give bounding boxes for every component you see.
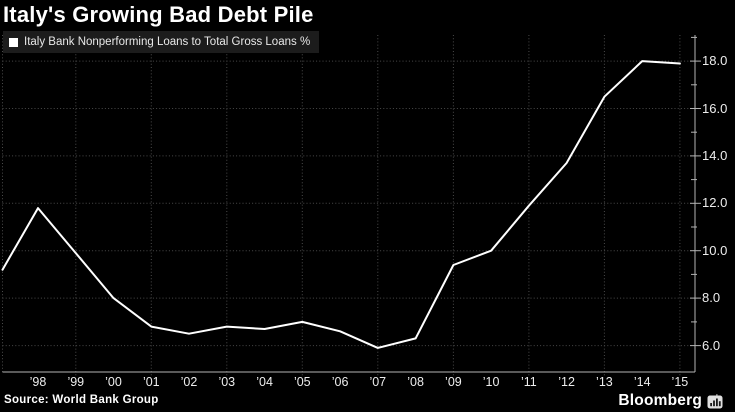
y-tick-label: 12.0 <box>702 195 728 211</box>
x-tick-label: ’01 <box>142 375 160 389</box>
chart-title: Italy's Growing Bad Debt Pile <box>3 2 314 27</box>
x-tick-label: ’03 <box>218 375 236 389</box>
bloomberg-wordmark: Bloomberg <box>618 392 702 409</box>
x-tick-label: ’12 <box>558 375 575 389</box>
x-tick-label: ’00 <box>105 375 122 389</box>
y-tick-label: 10.0 <box>702 242 728 258</box>
x-tick-label: ’11 <box>521 375 537 389</box>
x-tick-label: ’14 <box>633 375 651 389</box>
legend: Italy Bank Nonperforming Loans to Total … <box>3 31 320 53</box>
x-tick-label: ’08 <box>407 375 424 389</box>
npl-data-line <box>1 60 681 349</box>
y-tick-label: 8.0 <box>702 290 721 306</box>
x-tick-label: ’04 <box>256 375 273 389</box>
x-tick-label: ’99 <box>67 375 85 389</box>
brand-footer: Bloomberg <box>618 392 723 410</box>
y-tick-label: 14.0 <box>702 147 728 163</box>
x-tick-label: ’15 <box>671 375 689 389</box>
x-tick-label: ’07 <box>369 375 387 389</box>
legend-square-marker-icon <box>9 37 18 47</box>
x-tick-label: ’06 <box>331 375 349 389</box>
x-tick-label: ’05 <box>293 375 311 389</box>
source-attribution: Source: World Bank Group <box>4 394 159 406</box>
y-tick-label: 18.0 <box>702 53 728 69</box>
x-tick-label: ’09 <box>445 375 462 389</box>
x-tick-label: ’10 <box>482 375 500 389</box>
y-tick-label: 16.0 <box>702 100 728 116</box>
x-tick-label: ’02 <box>180 375 198 389</box>
y-tick-label: 6.0 <box>702 337 721 353</box>
bloomberg-logo-icon <box>707 393 723 408</box>
x-tick-label: ’13 <box>596 375 613 389</box>
legend-label: Italy Bank Nonperforming Loans to Total … <box>24 36 311 48</box>
x-tick-label: ’98 <box>29 375 47 389</box>
